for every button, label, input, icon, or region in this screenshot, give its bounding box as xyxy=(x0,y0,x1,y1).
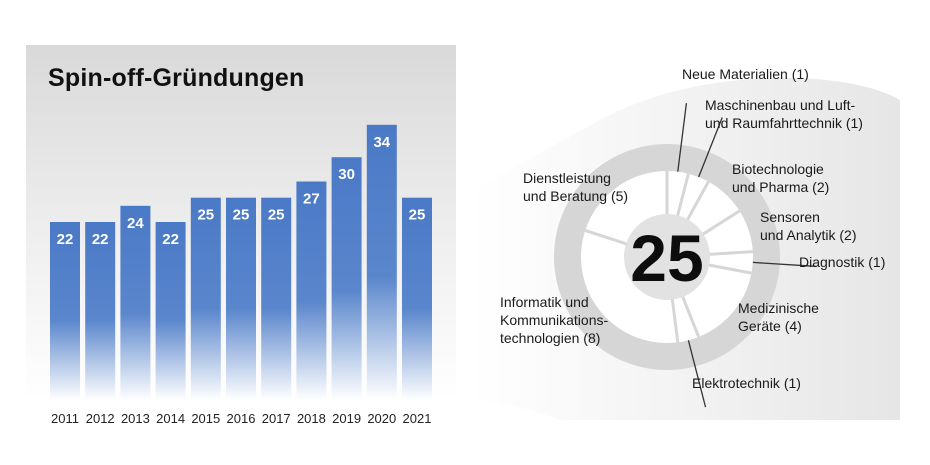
bar-value-label: 25 xyxy=(233,207,250,224)
x-tick-label: 2016 xyxy=(227,411,256,426)
segment-label: Neue Materialien (1) xyxy=(682,65,809,83)
segment-label-line: Informatik und xyxy=(500,294,589,310)
leader-line xyxy=(687,340,707,408)
segment-label: Dienstleistung und Beratung (5) xyxy=(523,169,628,205)
segment-label-line: Neue Materialien (1) xyxy=(682,66,809,82)
segment-divider xyxy=(584,228,630,247)
segment-divider xyxy=(699,209,741,237)
segment-label-line: Dienstleistung xyxy=(523,170,611,186)
segment-divider xyxy=(680,293,701,338)
segment-label: Diagnostik (1) xyxy=(799,253,885,271)
segment-label: Maschinenbau und Luft-und Raumfahrttechn… xyxy=(705,96,863,132)
segment-label: Elektrotechnik (1) xyxy=(692,374,801,392)
x-tick-label: 2011 xyxy=(51,411,79,426)
x-tick-label: 2013 xyxy=(121,411,150,426)
segment-label: Medizinische Geräte (4) xyxy=(738,299,819,335)
x-tick-label: 2018 xyxy=(297,411,326,426)
x-tick-label: 2021 xyxy=(403,411,432,426)
segment-label-line: Medizinische xyxy=(738,300,819,316)
segment-divider xyxy=(706,250,753,256)
x-tick-label: 2014 xyxy=(156,411,185,426)
segment-label-line: Diagnostik (1) xyxy=(799,254,886,270)
x-tick-label: 2019 xyxy=(332,411,361,426)
segment-label: Biotechnologie und Pharma (2) xyxy=(732,160,829,196)
x-tick-label: 2015 xyxy=(191,411,220,426)
bar-2018 xyxy=(296,181,327,400)
segment-label-line: Kommunikations- xyxy=(500,312,609,328)
bar-value-label: 34 xyxy=(373,134,390,151)
bar-value-label: 24 xyxy=(127,215,144,232)
segment-label: Informatik und Kommunikations-technologie… xyxy=(500,293,608,347)
bar-value-label: 22 xyxy=(57,231,74,248)
bar-2014 xyxy=(155,222,186,400)
bar-value-label: 25 xyxy=(197,207,214,224)
bar-2019 xyxy=(331,157,362,400)
x-tick-label: 2017 xyxy=(262,411,291,426)
donut-center xyxy=(624,214,710,300)
segment-label-line: technologien (8) xyxy=(500,330,601,346)
leader-line xyxy=(698,117,723,178)
segment-divider xyxy=(706,263,752,275)
donut-total: 25 xyxy=(630,221,703,295)
x-tick-label: 2020 xyxy=(367,411,396,426)
segment-label-line: und Pharma (2) xyxy=(732,179,830,195)
bar-value-label: 25 xyxy=(409,207,426,224)
segment-label: Sensoren und Analytik (2) xyxy=(760,208,857,244)
segment-label-line: Maschinenbau und Luft- xyxy=(705,97,856,113)
segment-label-line: Sensoren xyxy=(760,209,820,225)
bar-2020 xyxy=(366,124,397,401)
segment-divider xyxy=(675,173,690,219)
leader-line xyxy=(752,261,817,268)
bar-2012 xyxy=(85,222,116,400)
bar-chart-title: Spin-off-Gründungen xyxy=(48,64,305,92)
leader-line xyxy=(677,103,688,172)
segment-divider xyxy=(670,296,680,343)
bar-value-label: 22 xyxy=(92,231,109,248)
bar-value-label: 30 xyxy=(338,166,355,183)
bar-2015 xyxy=(190,197,221,400)
bar-2021 xyxy=(402,197,432,400)
segment-label-line: und Raumfahrttechnik (1) xyxy=(705,115,863,131)
segment-label-line: Geräte (4) xyxy=(738,318,802,334)
segment-label-line: Biotechnologie xyxy=(732,161,824,177)
bar-value-label: 22 xyxy=(162,231,179,248)
segment-label-line: Elektrotechnik (1) xyxy=(692,375,801,391)
x-tick-label: 2012 xyxy=(86,411,115,426)
bar-value-label: 27 xyxy=(303,191,320,208)
bar-2016 xyxy=(226,197,256,400)
segment-label-line: und Analytik (2) xyxy=(760,227,857,243)
bar-value-label: 25 xyxy=(268,207,285,224)
segment-divider xyxy=(684,180,710,223)
bar-2011 xyxy=(50,222,80,400)
segment-label-line: und Beratung (5) xyxy=(523,188,629,204)
bar-2017 xyxy=(261,197,292,400)
bar-2013 xyxy=(120,205,151,400)
